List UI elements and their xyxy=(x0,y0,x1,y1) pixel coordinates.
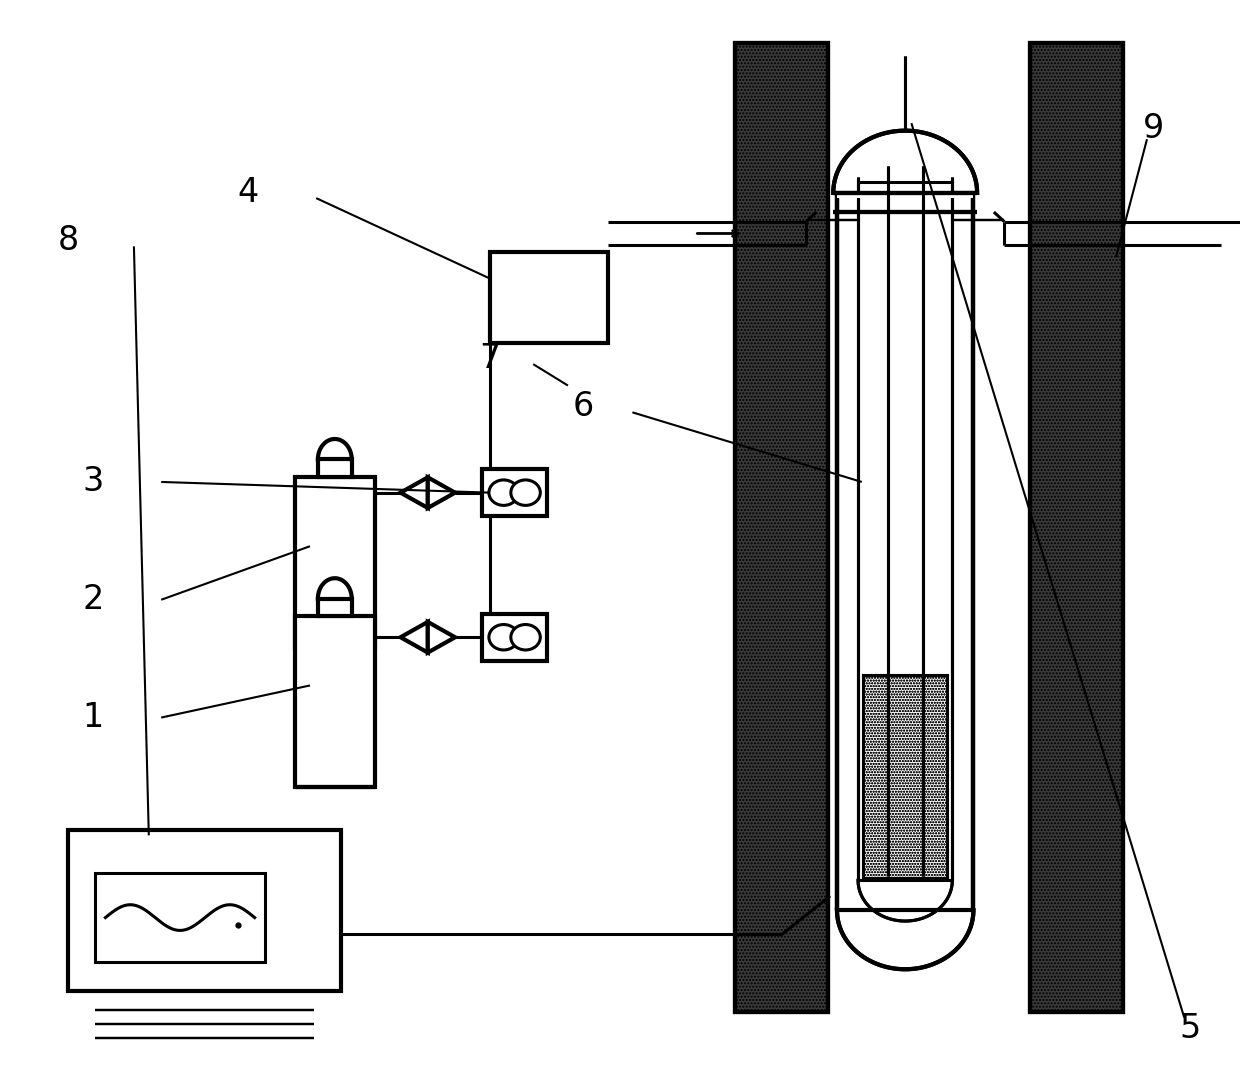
Bar xyxy=(858,182,952,880)
Bar xyxy=(295,477,374,648)
Circle shape xyxy=(489,480,518,506)
Text: 3: 3 xyxy=(82,466,104,498)
Circle shape xyxy=(489,624,518,650)
Bar xyxy=(735,43,828,1012)
Bar xyxy=(837,193,973,940)
Text: 9: 9 xyxy=(1142,112,1164,145)
Bar xyxy=(490,252,608,343)
Polygon shape xyxy=(401,622,428,652)
Bar xyxy=(1030,43,1123,1012)
Text: 1: 1 xyxy=(82,702,104,734)
Bar xyxy=(735,43,828,1012)
Bar xyxy=(482,614,547,661)
Bar xyxy=(1030,43,1123,1012)
Circle shape xyxy=(511,480,541,506)
Polygon shape xyxy=(428,622,455,652)
Text: 2: 2 xyxy=(82,584,104,616)
Bar xyxy=(837,193,973,198)
Text: 5: 5 xyxy=(1179,1012,1202,1044)
Polygon shape xyxy=(428,478,455,508)
Circle shape xyxy=(511,624,541,650)
Bar xyxy=(95,874,264,962)
Bar xyxy=(837,193,973,910)
Bar xyxy=(863,675,947,878)
Text: 6: 6 xyxy=(572,391,594,423)
Text: 4: 4 xyxy=(237,177,259,209)
Bar xyxy=(317,459,352,477)
Bar xyxy=(482,469,547,516)
Bar xyxy=(68,830,341,991)
Text: 7: 7 xyxy=(479,343,501,375)
Polygon shape xyxy=(401,478,428,508)
Bar xyxy=(837,905,973,969)
Bar xyxy=(295,616,374,787)
Bar xyxy=(858,152,952,880)
Text: 8: 8 xyxy=(57,225,79,257)
Bar xyxy=(863,675,947,878)
Bar xyxy=(317,599,352,616)
